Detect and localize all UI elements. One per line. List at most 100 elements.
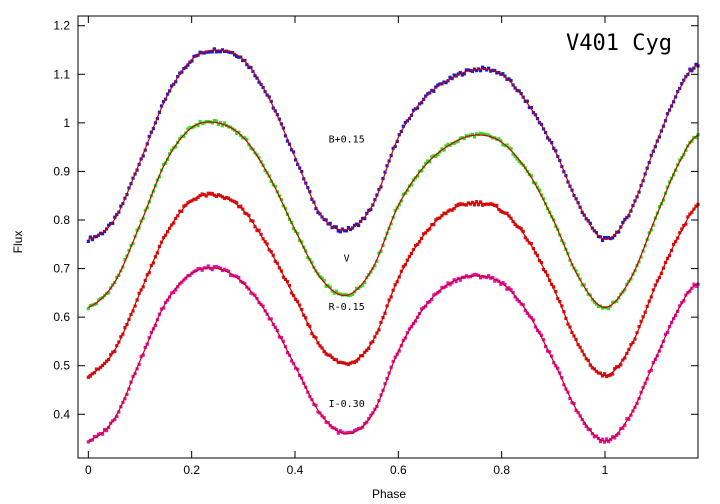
data-point: [212, 264, 216, 269]
data-point: [546, 136, 550, 140]
data-point: [684, 222, 688, 226]
data-point: [139, 354, 143, 358]
data-point: [513, 222, 517, 227]
data-point: [178, 71, 182, 75]
data-point: [342, 292, 346, 297]
data-point: [239, 204, 243, 208]
data-point: [354, 286, 359, 290]
data-point: [537, 188, 542, 192]
data-point: [438, 82, 442, 86]
x-tick-label: 0.8: [493, 463, 510, 477]
data-point: [289, 291, 294, 295]
data-point: [464, 203, 468, 207]
data-point: [464, 134, 468, 138]
data-point: [330, 225, 334, 230]
data-point: [233, 200, 237, 204]
data-point: [444, 81, 448, 85]
data-point: [206, 191, 210, 195]
data-point: [257, 228, 261, 232]
data-point: [621, 220, 625, 225]
data-point: [294, 158, 298, 162]
data-point: [515, 298, 519, 302]
data-point: [637, 324, 641, 329]
data-point: [316, 410, 320, 414]
data-point: [204, 194, 208, 198]
data-point: [393, 144, 397, 149]
data-point: [598, 371, 603, 375]
data-point: [285, 280, 290, 284]
data-point: [306, 256, 310, 260]
data-point: [194, 197, 198, 201]
data-point: [222, 267, 227, 271]
data-point: [466, 201, 470, 205]
data-point: [405, 188, 409, 193]
data-point: [432, 223, 436, 227]
data-point: [100, 232, 105, 236]
data-point: [344, 431, 349, 435]
data-point: [281, 275, 286, 279]
data-point: [485, 68, 489, 72]
data-point: [576, 273, 580, 277]
data-point: [529, 242, 533, 246]
data-point: [123, 326, 127, 330]
data-point: [521, 229, 525, 233]
data-point: [332, 291, 336, 295]
data-point: [415, 174, 420, 178]
data-point: [678, 158, 682, 162]
x-axis-ticks: 0 0.2 0.4 0.6 0.8 1: [85, 16, 609, 477]
data-point: [600, 437, 605, 441]
data-point: [354, 428, 359, 432]
data-point: [513, 154, 517, 158]
data-point: [523, 308, 527, 313]
data-point: [354, 222, 359, 226]
data-point: [460, 202, 464, 206]
data-point: [422, 232, 426, 236]
data-point: [527, 105, 531, 110]
data-point: [615, 299, 619, 303]
data-point: [580, 283, 584, 287]
data-point: [478, 276, 483, 280]
data-point: [109, 353, 113, 357]
data-point: [273, 184, 277, 188]
data-point: [259, 232, 263, 236]
data-point: [440, 147, 444, 151]
data-point: [161, 162, 166, 167]
data-point: [324, 420, 328, 424]
data-point: [237, 55, 241, 59]
data-point: [503, 144, 507, 148]
series-1: [86, 119, 700, 311]
data-point: [480, 65, 485, 69]
data-point: [320, 276, 324, 280]
data-point: [450, 281, 454, 285]
data-point: [588, 363, 592, 367]
data-point: [243, 281, 247, 286]
data-point: [86, 440, 90, 444]
data-point: [346, 431, 351, 435]
data-point: [125, 392, 129, 397]
data-point: [96, 298, 101, 302]
data-point: [206, 264, 210, 268]
data-point: [470, 200, 475, 204]
data-point: [279, 335, 283, 340]
data-point: [367, 346, 371, 350]
y-tick-label: 0.5: [53, 359, 70, 373]
y-tick-label: 0.4: [53, 407, 70, 421]
data-point: [397, 349, 401, 353]
data-point: [505, 143, 509, 147]
data-point: [602, 372, 607, 376]
data-point: [507, 286, 511, 290]
x-axis-label: Phase: [372, 487, 406, 501]
data-point: [505, 287, 509, 291]
data-point: [686, 215, 690, 219]
data-point: [487, 133, 491, 137]
data-point: [178, 209, 182, 213]
data-point: [147, 134, 151, 139]
data-point: [596, 304, 601, 309]
data-point: [113, 349, 117, 353]
data-point: [615, 433, 619, 437]
data-point: [478, 131, 483, 135]
data-point: [606, 440, 611, 444]
data-point: [298, 303, 302, 307]
x-tick-label: 0.4: [287, 463, 304, 477]
data-point: [314, 206, 318, 211]
